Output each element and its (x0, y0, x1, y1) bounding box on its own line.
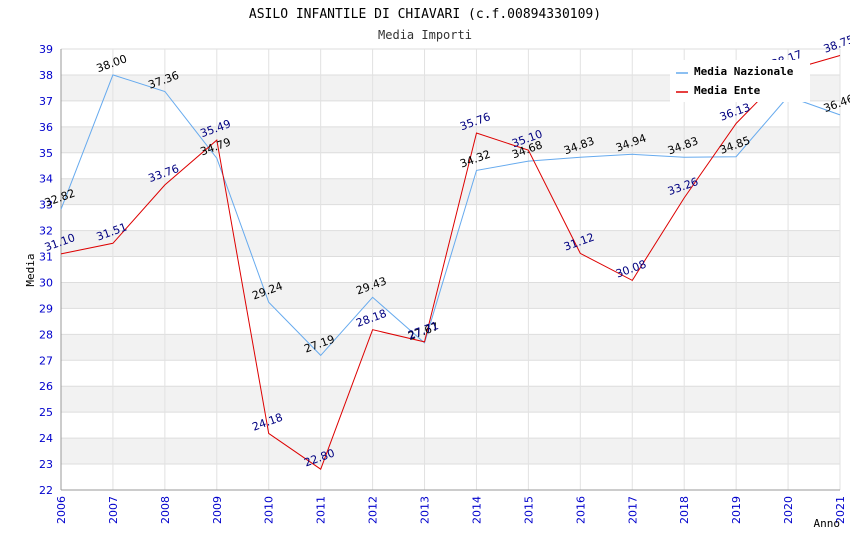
series-line-media-ente (60, 55, 841, 470)
y-tick-label: 26 (39, 380, 53, 393)
x-tick-label: 2017 (626, 496, 639, 524)
legend: Media Nazionale Media Ente (670, 60, 810, 102)
y-tick-label: 34 (39, 173, 53, 186)
x-tick-label: 2011 (315, 496, 328, 524)
y-tick-label: 30 (39, 276, 53, 289)
y-tick-label: 33 (39, 199, 53, 212)
x-tick-label: 2009 (211, 496, 224, 524)
series-line-media-nazionale (60, 74, 841, 357)
grid-lines (60, 48, 841, 491)
y-tick-label: 25 (39, 406, 53, 419)
band (61, 126, 840, 153)
y-tick-label: 23 (39, 458, 53, 471)
y-tick-label: 32 (39, 225, 53, 238)
y-tick-label: 27 (39, 354, 53, 367)
chart-title: ASILO INFANTILE DI CHIAVARI (c.f.0089433… (249, 7, 601, 22)
y-tick-label: 37 (39, 95, 53, 108)
band (61, 438, 840, 465)
legend-label-media-ente: Media Ente (694, 84, 761, 97)
x-tick-label: 2012 (367, 496, 380, 524)
band (61, 178, 840, 205)
legend-label-media-nazionale: Media Nazionale (694, 65, 794, 78)
y-tick-label: 31 (39, 251, 53, 264)
x-tick-label: 2010 (263, 496, 276, 524)
band (61, 204, 840, 231)
y-tick-label: 22 (39, 484, 53, 497)
y-axis-title: Media (24, 253, 37, 286)
y-tick-labels: 22 23 24 25 26 27 28 29 30 31 32 33 34 35 36 37 38 39 (39, 43, 53, 497)
x-tick-label: 2021 (834, 496, 847, 524)
x-tick-label: 2008 (159, 496, 172, 524)
band (61, 282, 840, 309)
chart-subtitle: Media Importi (378, 28, 472, 42)
x-tick-label: 2006 (55, 496, 68, 524)
band (61, 360, 840, 387)
y-tick-label: 28 (39, 328, 53, 341)
band (61, 256, 840, 283)
band (61, 334, 840, 361)
band (61, 386, 840, 413)
y-tick-label: 36 (39, 121, 53, 134)
x-tick-label: 2007 (107, 496, 120, 524)
y-tick-label: 39 (39, 43, 53, 56)
x-tick-label: 2015 (522, 496, 535, 524)
band (61, 412, 840, 439)
series-lines (60, 55, 841, 470)
x-tick-label: 2020 (782, 496, 795, 524)
band (61, 464, 840, 490)
legend-box (670, 60, 810, 102)
band (61, 230, 840, 257)
band (61, 100, 840, 127)
y-tick-label: 24 (39, 432, 53, 445)
x-tick-label: 2016 (574, 496, 587, 524)
x-tick-label: 2013 (419, 496, 432, 524)
x-tick-label: 2014 (470, 496, 483, 524)
x-tick-label: 2019 (730, 496, 743, 524)
x-tick-labels: 2006 2007 2008 2009 2010 2011 2012 2013 2014 2015… (55, 496, 847, 524)
x-tick-label: 2018 (678, 496, 691, 524)
y-tick-label: 29 (39, 302, 53, 315)
y-tick-label: 35 (39, 147, 53, 160)
y-tick-label: 38 (39, 69, 53, 82)
x-axis-title: Anno (814, 517, 841, 530)
band (61, 308, 840, 335)
background-bands (61, 49, 840, 490)
